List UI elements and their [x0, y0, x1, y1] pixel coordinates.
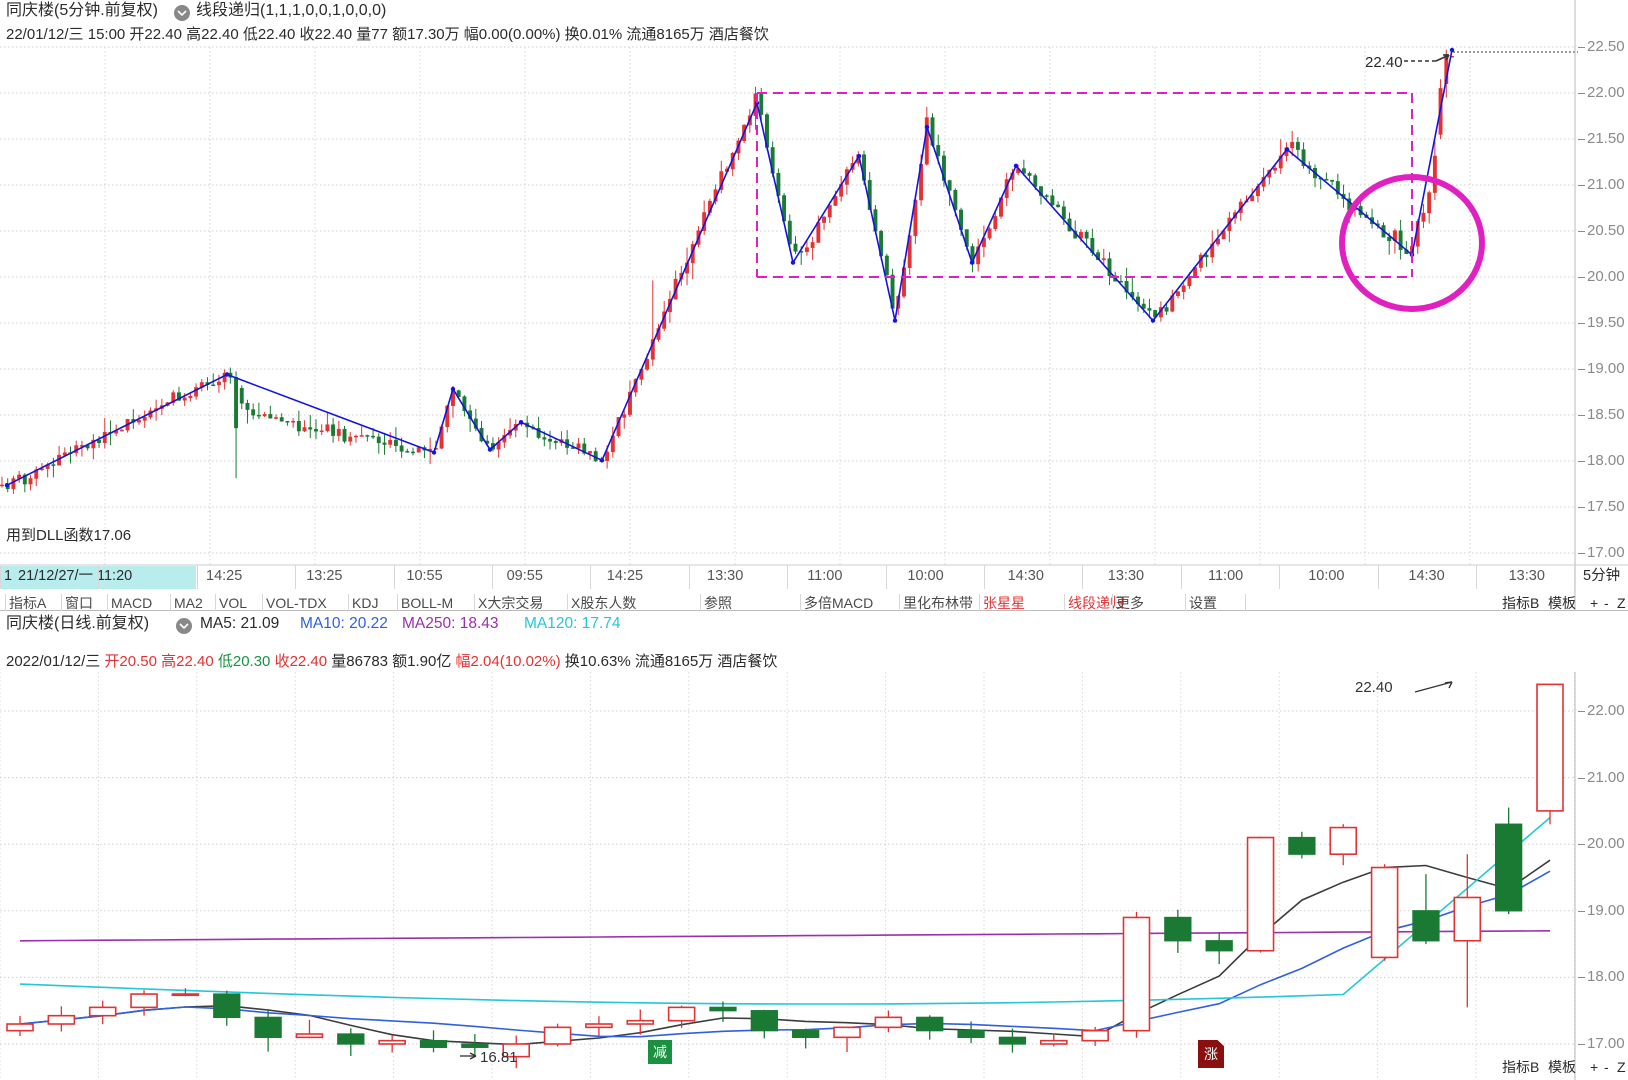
svg-text:16.81: 16.81: [480, 1049, 518, 1066]
svg-text:22.40: 22.40: [1355, 679, 1393, 696]
